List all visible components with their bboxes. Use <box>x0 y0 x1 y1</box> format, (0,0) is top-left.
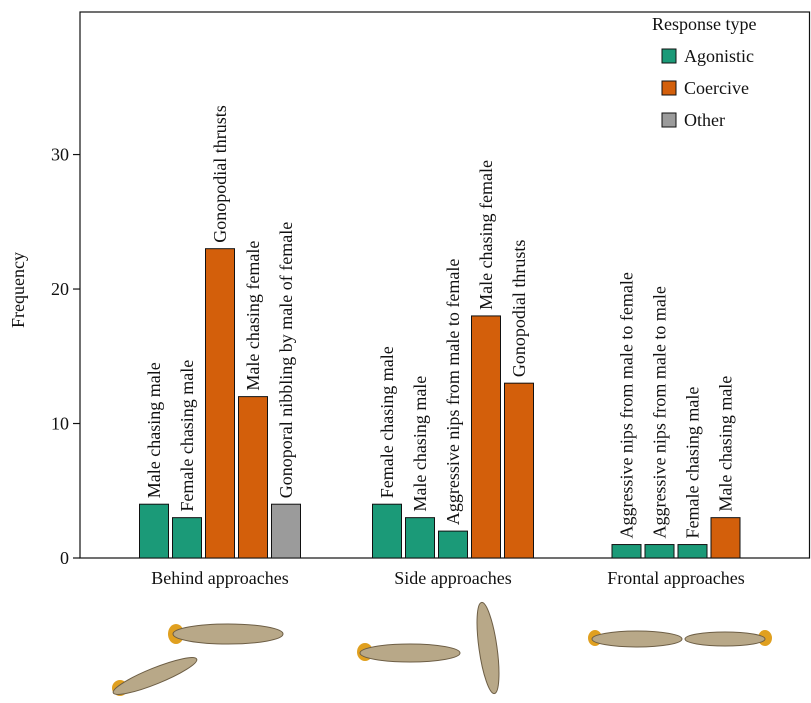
bar <box>205 248 235 559</box>
y-tick-label: 30 <box>51 145 69 165</box>
legend-label: Agonistic <box>684 46 754 66</box>
bar-label: Male chasing male <box>144 362 164 498</box>
fish-illustrations <box>112 601 772 696</box>
bar-label: Male chasing male <box>716 376 736 512</box>
fish <box>359 643 461 663</box>
bar <box>139 503 169 559</box>
x-tick-label: Frontal approaches <box>607 568 744 588</box>
bar-label: Male chasing female <box>243 241 263 391</box>
legend-title: Response type <box>652 14 756 34</box>
bar-label: Aggressive nips from male to female <box>443 259 463 525</box>
bar-label: Male chasing female <box>476 160 496 310</box>
bar-label: Male chasing male <box>410 376 430 512</box>
bar <box>471 315 501 559</box>
bar-label: Female chasing male <box>683 387 703 539</box>
bar <box>644 544 675 559</box>
legend-swatch <box>661 112 677 128</box>
legend-swatch <box>661 80 677 96</box>
legend-swatch <box>661 48 677 64</box>
fish <box>112 657 198 695</box>
bar-label: Gonopodial thrusts <box>509 240 529 378</box>
y-axis-label: Frequency <box>8 252 28 328</box>
bar <box>611 544 642 559</box>
bar-label: Aggressive nips from male to female <box>617 272 637 538</box>
bar <box>677 544 708 559</box>
fish <box>684 631 766 647</box>
legend-label: Coercive <box>684 78 749 98</box>
bar <box>710 517 741 559</box>
x-tick-label: Side approaches <box>394 568 511 588</box>
legend-label: Other <box>684 110 725 130</box>
fish <box>476 601 500 695</box>
y-tick-label: 20 <box>51 279 69 299</box>
bar <box>504 382 534 559</box>
bar <box>438 530 468 559</box>
bar <box>372 503 402 559</box>
x-tick-label: Behind approaches <box>151 568 288 588</box>
fish <box>591 630 683 648</box>
y-tick-label: 10 <box>51 414 69 434</box>
bar <box>271 503 301 559</box>
bar-label: Gonoporal nibbling by male of female <box>276 222 296 498</box>
bar <box>172 517 202 559</box>
y-tick-label: 0 <box>60 548 69 568</box>
bar <box>405 517 435 559</box>
bar-label: Aggressive nips from male to male <box>650 286 670 538</box>
fish <box>172 623 284 645</box>
bar <box>238 396 268 559</box>
bar-label: Female chasing male <box>177 360 197 512</box>
bar-label: Female chasing male <box>377 346 397 498</box>
bar-label: Gonopodial thrusts <box>210 105 230 243</box>
